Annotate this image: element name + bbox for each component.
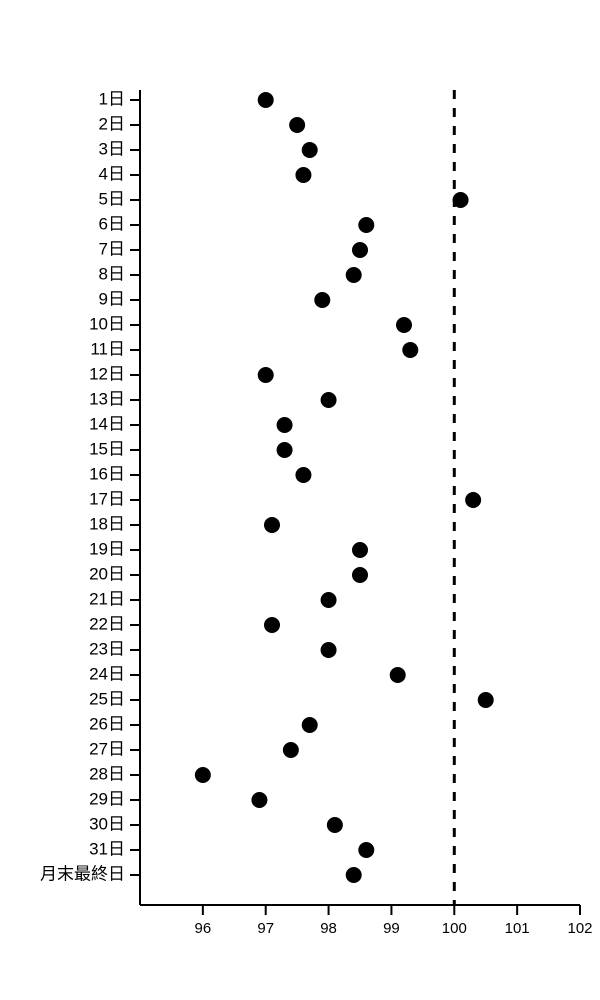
x-tick-label: 97: [257, 920, 274, 937]
y-tick-label: 29日: [89, 789, 125, 808]
y-tick-label: 月末最終日: [40, 864, 125, 883]
y-tick-label: 27日: [89, 739, 125, 758]
data-point: [478, 692, 494, 708]
x-tick-label: 99: [383, 920, 400, 937]
data-point: [283, 742, 299, 758]
y-tick-label: 28日: [89, 764, 125, 783]
data-point: [352, 567, 368, 583]
data-point: [295, 467, 311, 483]
y-tick-label: 31日: [89, 839, 125, 858]
data-point: [465, 492, 481, 508]
y-tick-label: 5日: [99, 189, 125, 208]
x-tick-label: 102: [567, 920, 592, 937]
data-point: [289, 117, 305, 133]
y-tick-label: 1日: [99, 89, 125, 108]
y-tick-label: 15日: [89, 439, 125, 458]
data-point: [314, 292, 330, 308]
data-point: [302, 142, 318, 158]
x-tick-label: 101: [505, 920, 530, 937]
data-point: [277, 417, 293, 433]
y-tick-label: 10日: [89, 314, 125, 333]
data-point: [321, 592, 337, 608]
x-tick-label: 98: [320, 920, 337, 937]
y-tick-label: 14日: [89, 414, 125, 433]
y-tick-label: 25日: [89, 689, 125, 708]
y-tick-label: 11日: [90, 339, 125, 358]
data-point: [346, 867, 362, 883]
y-tick-label: 8日: [99, 264, 125, 283]
data-point: [277, 442, 293, 458]
data-point: [352, 542, 368, 558]
data-point: [358, 842, 374, 858]
y-tick-label: 17日: [89, 489, 125, 508]
data-point: [251, 792, 267, 808]
data-point: [302, 717, 318, 733]
data-point: [402, 342, 418, 358]
data-point: [321, 642, 337, 658]
y-tick-label: 24日: [89, 664, 125, 683]
data-point: [295, 167, 311, 183]
data-point: [264, 517, 280, 533]
y-tick-label: 23日: [89, 639, 125, 658]
data-point: [346, 267, 362, 283]
y-tick-label: 22日: [89, 614, 125, 633]
y-tick-label: 19日: [89, 539, 125, 558]
data-point: [352, 242, 368, 258]
y-tick-label: 30日: [89, 814, 125, 833]
data-point: [358, 217, 374, 233]
y-tick-label: 7日: [99, 239, 125, 258]
y-tick-label: 9日: [99, 289, 125, 308]
scatter-plot: 1日 2日 3日 4日 5日 6日 7日 8日 9日 10日 11日 12日 13日 14日 15日 16日 1…: [0, 0, 600, 1000]
y-tick-label: 18日: [89, 514, 125, 533]
x-tick-label: 100: [442, 920, 467, 937]
data-point: [390, 667, 406, 683]
data-point: [321, 392, 337, 408]
data-point: [195, 767, 211, 783]
y-tick-label: 21日: [89, 589, 125, 608]
data-point: [264, 617, 280, 633]
y-tick-label: 3日: [99, 139, 125, 158]
data-point: [258, 92, 274, 108]
y-tick-label: 20日: [89, 564, 125, 583]
y-tick-label: 6日: [99, 214, 125, 233]
y-tick-label: 2日: [99, 114, 125, 133]
data-point: [396, 317, 412, 333]
y-tick-label: 26日: [89, 714, 125, 733]
data-point: [258, 367, 274, 383]
chart-container: 日付ごとの推定出率(%) 1日2日3日4日5日6日7日8日9日10日11日12日…: [0, 0, 600, 1000]
y-tick-label: 12日: [89, 364, 125, 383]
y-tick-label: 4日: [99, 164, 125, 183]
data-point: [327, 817, 343, 833]
y-tick-label: 16日: [89, 464, 125, 483]
data-point: [453, 192, 469, 208]
x-tick-label: 96: [195, 920, 212, 937]
y-tick-label: 13日: [89, 389, 125, 408]
